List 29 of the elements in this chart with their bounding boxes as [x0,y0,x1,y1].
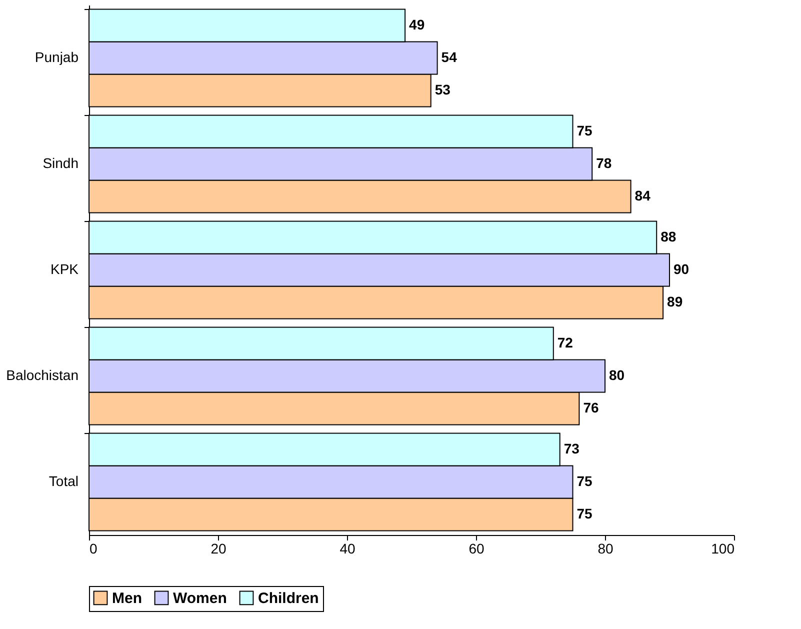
data-label: 75 [576,122,593,138]
data-label: 90 [674,261,690,277]
data-label: 72 [557,334,574,350]
x-tick-label: 100 [711,540,735,556]
data-label: 84 [634,188,651,204]
data-label: 54 [441,49,458,65]
legend-label: Women [173,590,227,607]
x-tick-label: 60 [468,540,484,556]
y-tick-label: Sindh [42,155,78,171]
x-tick-label: 80 [598,540,614,556]
data-label: 53 [434,82,451,98]
data-label: 75 [576,506,593,522]
legend-label: Men [112,590,142,607]
data-label: 88 [660,228,676,244]
y-tick-label: KPK [50,261,80,277]
data-label: 73 [564,440,580,456]
data-label: 49 [409,16,425,32]
y-tick-label: Balochistan [6,367,78,383]
data-label: 89 [667,294,683,310]
y-tick-label: Total [48,473,78,489]
data-label: 78 [596,155,612,171]
x-tick-label: 40 [340,540,356,556]
data-label: 75 [576,473,593,489]
data-label: 80 [609,367,625,383]
data-label: 76 [583,400,599,416]
x-tick-label: 0 [90,540,98,556]
legend-label: Children [258,590,319,607]
y-tick-label: Punjab [34,49,79,65]
x-tick-label: 20 [210,540,226,556]
